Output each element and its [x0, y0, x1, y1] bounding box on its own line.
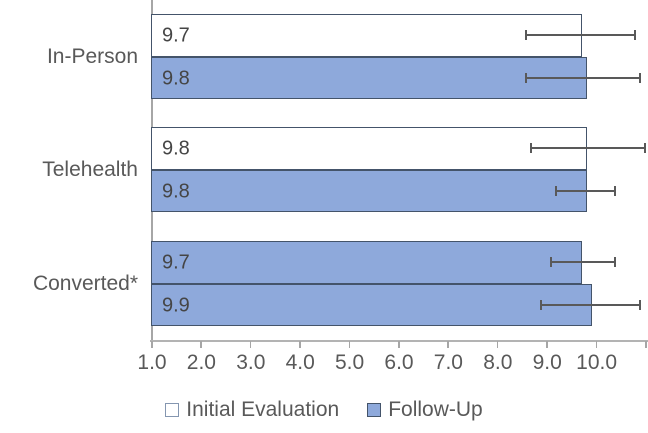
x-axis-tick-label: 9.0	[532, 351, 562, 374]
error-bar-cap	[644, 143, 646, 154]
x-axis-tick	[151, 341, 153, 348]
legend-label-initial-evaluation: Initial Evaluation	[186, 398, 340, 421]
legend-entry-follow-up: Follow-Up	[367, 398, 483, 422]
error-bar-cap	[540, 299, 543, 310]
error-bar-cap	[550, 257, 553, 268]
error-bar-cap	[639, 72, 642, 83]
bar-value-label: 9.7	[162, 251, 190, 274]
category-label-converted-: Converted*	[32, 271, 138, 295]
error-bar-cap	[614, 257, 617, 268]
x-axis-tick-label: 1.0	[137, 351, 167, 374]
error-bar-cap	[639, 299, 642, 310]
error-bar-cap	[614, 185, 617, 196]
x-axis-tick	[200, 341, 202, 348]
legend: Initial Evaluation Follow-Up	[0, 398, 648, 422]
x-axis-tick	[348, 341, 351, 348]
legend-label-follow-up: Follow-Up	[388, 398, 483, 421]
x-axis-tick	[299, 341, 301, 348]
error-bar-cap	[525, 72, 528, 83]
error-bar-cap	[530, 143, 533, 154]
bar-follow-up	[151, 169, 588, 212]
bar-initial-evaluation	[151, 14, 583, 57]
bar-value-label: 9.8	[162, 137, 190, 160]
legend-swatch-initial-evaluation-icon	[165, 403, 180, 417]
legend-entry-initial-evaluation: Initial Evaluation	[165, 398, 339, 422]
x-axis-tick-label: 2.0	[186, 351, 216, 374]
x-axis-tick-label: 4.0	[285, 351, 315, 374]
x-axis-tick-label: 3.0	[236, 351, 266, 374]
x-axis-tick	[447, 341, 449, 348]
x-axis-tick-label: 7.0	[433, 351, 463, 374]
x-axis-tick	[645, 341, 647, 348]
bar-value-label: 9.7	[162, 24, 190, 47]
bar-value-label: 9.8	[162, 67, 190, 90]
bar-value-label: 9.8	[162, 180, 190, 203]
error-bar-cap	[525, 30, 528, 41]
error-bar-cap	[634, 30, 637, 41]
error-bar	[556, 189, 616, 192]
x-axis-tick	[595, 341, 598, 348]
bar-initial-evaluation	[151, 241, 583, 284]
category-label-in-person: In-Person	[46, 44, 138, 68]
bar-value-label: 9.9	[162, 294, 190, 317]
error-bar	[526, 34, 636, 37]
error-bar	[531, 147, 645, 150]
error-bar	[526, 76, 641, 79]
x-axis-tick	[398, 341, 400, 348]
legend-swatch-follow-up-icon	[367, 403, 382, 417]
category-label-telehealth: Telehealth	[42, 157, 138, 181]
bar-follow-up	[151, 56, 588, 99]
x-axis-tick-label: 8.0	[483, 351, 513, 374]
bar-follow-up	[151, 283, 593, 326]
x-axis-tick-label: 6.0	[384, 351, 414, 374]
x-axis-tick	[546, 341, 548, 348]
x-axis-tick	[496, 341, 499, 348]
x-axis-tick-label: 5.0	[334, 351, 365, 374]
x-axis-tick-label: 10.0	[576, 351, 618, 374]
error-bar	[551, 261, 616, 264]
error-bar	[541, 303, 641, 306]
x-axis-tick	[249, 341, 252, 348]
error-bar-cap	[555, 185, 558, 196]
bar-initial-evaluation	[151, 127, 588, 170]
